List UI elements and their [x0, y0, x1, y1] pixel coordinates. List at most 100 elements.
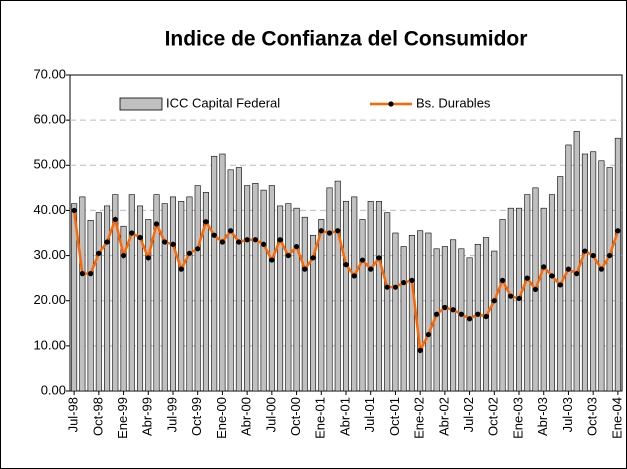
line-marker: [104, 239, 110, 245]
line-marker: [466, 316, 473, 322]
bar: [606, 167, 613, 392]
y-tick-label: 10.00: [33, 337, 66, 352]
line-marker: [120, 252, 127, 259]
bar: [252, 183, 259, 392]
bar: [112, 194, 119, 392]
bar: [417, 230, 424, 392]
bar: [614, 137, 621, 392]
line-marker: [409, 277, 415, 283]
bar: [235, 167, 242, 392]
bar: [79, 196, 86, 392]
line-marker: [516, 295, 522, 302]
line-marker: [508, 293, 514, 299]
y-tick-label: 0.00: [41, 382, 66, 397]
y-tick-label: 50.00: [33, 157, 66, 172]
bar: [573, 131, 580, 392]
legend-label: ICC Capital Federal: [166, 95, 280, 110]
x-tick-label: Jul-98: [66, 397, 81, 432]
x-tick-label: Jul-01: [362, 397, 377, 432]
line-marker: [524, 275, 530, 281]
chart-title: Indice de Confianza del Consumidor: [165, 28, 528, 51]
legend-swatch-marker: [388, 101, 394, 107]
bar: [441, 246, 448, 392]
bar: [260, 189, 267, 392]
bar: [425, 232, 432, 392]
bar: [590, 151, 597, 392]
bar: [384, 212, 391, 392]
line-marker: [96, 250, 102, 256]
line-marker: [368, 266, 374, 272]
bar: [450, 239, 457, 392]
line-marker: [384, 284, 390, 290]
x-tick-label: Oct-02: [486, 397, 501, 436]
line-marker: [285, 252, 291, 259]
line-marker: [607, 252, 613, 259]
x-tick-label: Ene-01: [313, 397, 328, 439]
legend-label: Bs. Durables: [416, 95, 491, 110]
bar: [491, 250, 498, 392]
line-marker: [293, 243, 300, 250]
line-marker: [557, 282, 563, 288]
bar: [392, 232, 399, 392]
line-marker: [87, 271, 94, 277]
bar: [227, 169, 234, 392]
bar: [334, 180, 341, 392]
line-marker: [499, 277, 506, 283]
line-marker: [343, 262, 349, 268]
bar: [293, 207, 300, 392]
bar: [499, 219, 506, 392]
bar: [466, 257, 473, 392]
line-marker: [376, 255, 382, 261]
line-marker: [359, 257, 366, 263]
bar: [71, 203, 78, 392]
bar: [540, 207, 547, 392]
bar: [120, 225, 127, 392]
line-marker: [71, 207, 77, 214]
bar: [310, 234, 317, 392]
bar: [598, 160, 605, 392]
bar: [359, 219, 366, 392]
line-marker: [244, 237, 250, 243]
line-marker: [417, 347, 423, 353]
line-marker: [236, 239, 242, 245]
line-marker: [574, 271, 580, 277]
x-tick-label: Abr-02: [436, 397, 451, 436]
line-marker: [425, 331, 431, 338]
line-marker: [302, 266, 308, 272]
line-marker: [541, 264, 547, 270]
bar: [244, 185, 251, 392]
line-marker: [79, 271, 85, 277]
line-marker: [228, 228, 234, 234]
x-tick-label: Jul-99: [164, 397, 179, 432]
x-tick-label: Jul-00: [263, 397, 278, 432]
line-marker: [598, 266, 605, 272]
line-marker: [475, 311, 481, 317]
line-marker: [549, 273, 555, 279]
bar: [474, 243, 481, 392]
line-marker: [565, 266, 572, 272]
x-tick-label: Oct-03: [585, 397, 600, 436]
line-marker: [195, 246, 201, 252]
line-marker: [335, 228, 341, 234]
bar: [285, 203, 292, 392]
x-tick-label: Ene-00: [214, 397, 229, 439]
bar: [153, 194, 160, 392]
legend-swatch: [119, 97, 163, 111]
bar: [400, 246, 407, 392]
line-marker: [491, 298, 497, 304]
x-tick-label: Ene-02: [412, 397, 427, 439]
x-tick-label: Abr-01: [337, 397, 352, 436]
bar: [548, 194, 555, 392]
line-marker: [252, 237, 258, 243]
y-tick-label: 20.00: [33, 292, 66, 307]
bar: [161, 203, 168, 392]
bar: [104, 205, 111, 392]
line-marker: [582, 248, 588, 254]
x-tick-label: Oct-98: [90, 397, 105, 436]
y-tick-label: 30.00: [33, 247, 66, 262]
x-tick-label: Jul-03: [560, 397, 575, 432]
line-marker: [392, 284, 399, 290]
bar: [342, 201, 350, 392]
line-marker: [261, 241, 267, 247]
